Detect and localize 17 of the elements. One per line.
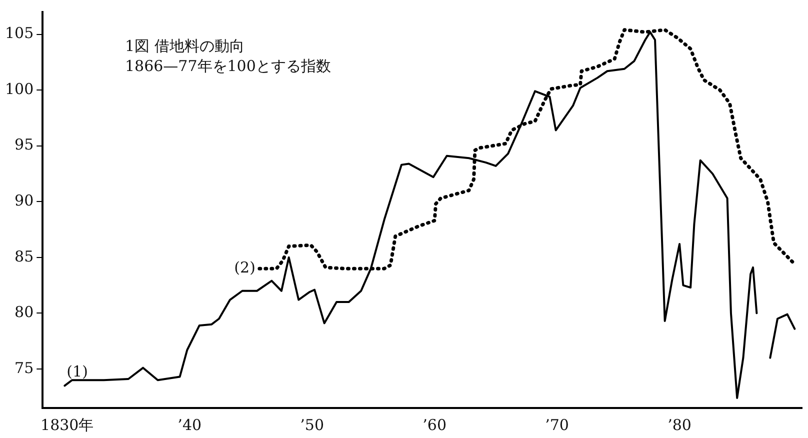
text: 1図 借地料の動向 [125,36,246,56]
x-tick-label: ’60 [422,416,446,434]
y-tick-label: 90 [14,192,34,210]
series-label: (1) [66,362,88,381]
series-label: (2) [234,258,256,276]
y-tick-label: 80 [14,303,34,322]
y-tick-label: 75 [14,358,34,377]
y-tick-label: 85 [14,247,34,266]
text: 1866—77年を100とする指数 [125,56,331,76]
y-tick-label: 100 [4,80,34,98]
y-tick-label: 105 [4,24,34,42]
x-tick-label: ’40 [178,416,202,434]
x-tick-label: 1830年 [40,416,94,434]
y-tick-label: 95 [14,136,34,154]
x-tick-label: ’80 [668,416,692,434]
x-tick-label: ’70 [545,416,569,434]
x-tick-label: ’50 [300,416,324,434]
